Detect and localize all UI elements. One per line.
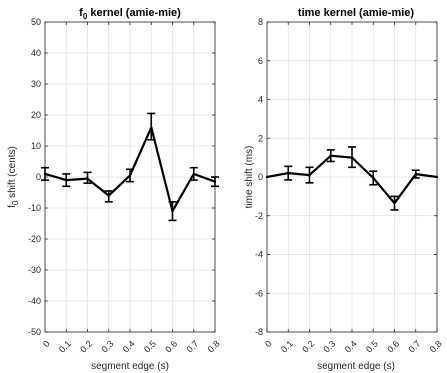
data-point — [350, 156, 354, 159]
x-axis-label: segment edge (s) — [91, 361, 169, 372]
x-tick-label: 0.6 — [385, 339, 401, 355]
x-tick-label: 0.5 — [142, 339, 158, 355]
chart-title: time kernel (amie-mie) — [298, 7, 414, 19]
data-point — [150, 126, 153, 129]
title-subscript: 0 — [83, 12, 88, 21]
x-tick-label: 0.4 — [121, 339, 137, 355]
y-axis-label: time shift (ms) — [244, 146, 255, 209]
data-point — [171, 210, 174, 213]
data-point — [414, 172, 417, 176]
title-main: f — [79, 7, 83, 19]
x-tick-label: 0.5 — [364, 339, 380, 355]
y-tick-label: 20 — [31, 110, 41, 120]
x-tick-label: 0 — [41, 339, 52, 350]
data-point — [265, 175, 269, 179]
ylabel-main: f — [7, 205, 18, 208]
y-tick-label: 50 — [31, 17, 41, 27]
x-tick-label: 0.8 — [428, 339, 444, 355]
y-tick-label: 2 — [258, 133, 263, 143]
y-tick-label: -50 — [28, 327, 41, 337]
data-point — [128, 174, 132, 177]
x-tick-label: 0.4 — [343, 339, 359, 355]
x-tick-label: 0.8 — [206, 339, 222, 355]
data-point — [86, 177, 89, 180]
y-tick-label: 8 — [258, 17, 263, 27]
ylabel-rest: shift (cents) — [7, 146, 18, 200]
data-point — [65, 179, 68, 182]
y-tick-label: 0 — [258, 172, 263, 182]
y-tick-label: 30 — [31, 79, 41, 89]
chart-title: f0 kernel (amie-mie) — [79, 7, 181, 21]
x-tick-label: 0.2 — [300, 339, 316, 355]
y-tick-label: -30 — [28, 265, 41, 275]
time-kernel-chart: time kernel (amie-mie) segment edge (s) … — [244, 7, 444, 372]
y-tick-label: 4 — [258, 95, 263, 105]
y-axis-label: f0 shift (cents) — [7, 146, 20, 208]
y-tick-label: -4 — [255, 250, 263, 260]
ylabel-subscript: 0 — [11, 200, 20, 205]
x-axis-label: segment edge (s) — [317, 361, 395, 372]
data-point — [43, 172, 47, 175]
y-tick-label: -8 — [255, 327, 263, 337]
y-tick-label: -6 — [255, 288, 263, 298]
x-tick-label: 0.1 — [279, 339, 295, 355]
y-tick-label: -2 — [255, 211, 263, 221]
x-tick-label: 0.3 — [99, 339, 115, 355]
x-tick-label: 0.7 — [406, 339, 422, 355]
x-tick-label: 0.1 — [57, 339, 73, 355]
data-point — [308, 173, 311, 177]
y-tick-label: -20 — [28, 234, 41, 244]
y-tick-label: -40 — [28, 296, 41, 306]
data-point — [372, 176, 375, 180]
x-tick-label: 0.3 — [321, 339, 337, 355]
data-point — [329, 154, 332, 157]
f0-kernel-chart: f0 kernel (amie-mie) segment edge (s) f0… — [7, 7, 222, 372]
y-tick-label: 6 — [258, 56, 263, 66]
x-tick-label: 0.6 — [163, 339, 179, 355]
data-point — [435, 175, 439, 179]
x-tick-label: 0 — [263, 339, 274, 350]
data-point — [213, 180, 217, 183]
y-tick-label: 0 — [36, 172, 41, 182]
y-tick-label: 10 — [31, 141, 41, 151]
data-point — [287, 172, 290, 175]
y-tick-label: 40 — [31, 48, 41, 58]
data-point — [393, 202, 396, 205]
data-point — [107, 194, 110, 197]
data-point — [192, 172, 195, 175]
x-tick-label: 0.2 — [78, 339, 94, 355]
x-tick-label: 0.7 — [184, 339, 200, 355]
y-tick-label: -10 — [28, 203, 41, 213]
title-rest: kernel (amie-mie) — [87, 7, 181, 19]
